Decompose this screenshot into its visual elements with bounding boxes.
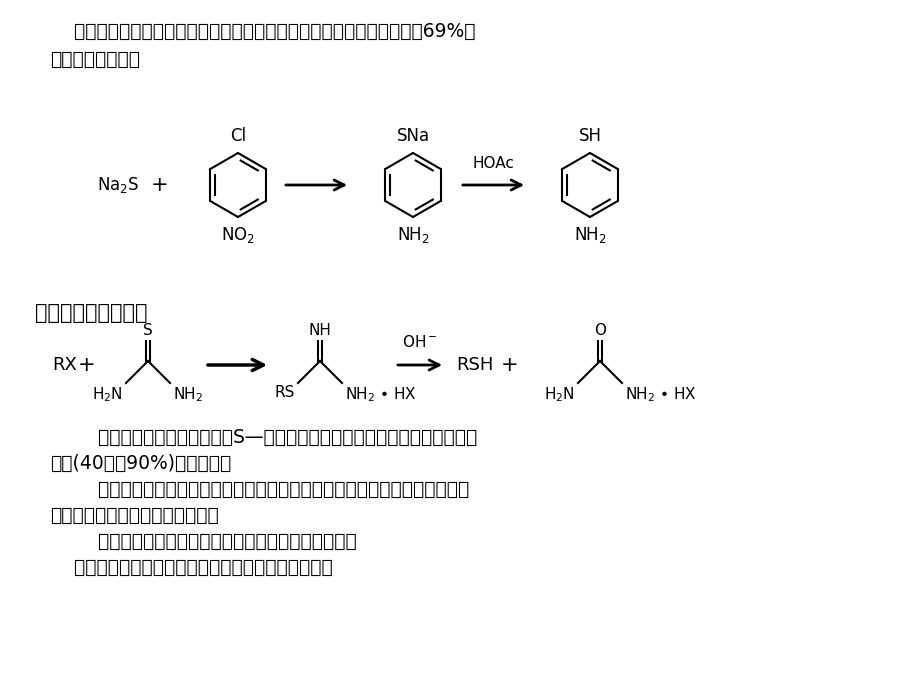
Text: NH$_2$: NH$_2$: [573, 225, 606, 245]
Text: 硫脲极易发生烃化反应生成S—烃基异硫脲盐，进一步用碗水解，即以良好: 硫脲极易发生烃化反应生成S—烃基异硫脲盐，进一步用碗水解，即以良好: [50, 428, 477, 447]
Text: 二、硫脲的烃化水解: 二、硫脲的烃化水解: [35, 303, 147, 323]
Text: SH: SH: [578, 127, 601, 145]
Text: RSH: RSH: [456, 356, 493, 374]
Text: HOAc: HOAc: [471, 156, 514, 171]
Text: Cl: Cl: [230, 127, 245, 145]
Text: NH$_2$: NH$_2$: [396, 225, 429, 245]
Text: RS: RS: [275, 385, 295, 400]
Text: +: +: [501, 355, 518, 375]
Text: S: S: [143, 323, 153, 338]
Text: 而能与硫脲反应的烃化试剂则为伯、仲、叔卤代烃、: 而能与硫脲反应的烃化试剂则为伯、仲、叔卤代烃、: [50, 532, 357, 551]
Text: NH$_2$ • HX: NH$_2$ • HX: [345, 385, 416, 404]
Text: 碗性试剂为氮氧化钓水溶液或胺。: 碗性试剂为氮氧化钓水溶液或胺。: [50, 506, 219, 525]
Text: +: +: [78, 355, 96, 375]
Text: 丙烯式卤代烃、苄卤，甚至某些活性芳卤亦可应用。: 丙烯式卤代烃、苄卤，甚至某些活性芳卤亦可应用。: [50, 558, 333, 577]
Text: +: +: [151, 175, 168, 195]
Text: 此法不仅是合成硫醇的良好方法，亦用于有机分析中的衍生物的制备，常用: 此法不仅是合成硫醇的良好方法，亦用于有机分析中的衍生物的制备，常用: [50, 480, 469, 499]
Text: NO$_2$: NO$_2$: [221, 225, 255, 245]
Text: H$_2$N: H$_2$N: [544, 385, 574, 404]
Text: OH$^-$: OH$^-$: [402, 334, 437, 350]
Text: NH$_2$: NH$_2$: [173, 385, 203, 404]
Text: O: O: [594, 323, 606, 338]
Text: RX: RX: [52, 356, 77, 374]
Text: 产率(40％－90%)生成硫醇。: 产率(40％－90%)生成硫醇。: [50, 454, 231, 473]
Text: Na$_2$S: Na$_2$S: [96, 175, 139, 195]
Text: SNa: SNa: [396, 127, 429, 145]
Text: 硫氢化钓水溶液与对氯础基苯共热，待反应完毕后加入乙酸中和，即得69%产: 硫氢化钓水溶液与对氯础基苯共热，待反应完毕后加入乙酸中和，即得69%产: [50, 22, 475, 41]
Text: NH: NH: [308, 323, 331, 338]
Text: NH$_2$ • HX: NH$_2$ • HX: [624, 385, 697, 404]
Text: H$_2$N: H$_2$N: [92, 385, 123, 404]
Text: 率的对氨基硫酚。: 率的对氨基硫酚。: [50, 50, 140, 69]
